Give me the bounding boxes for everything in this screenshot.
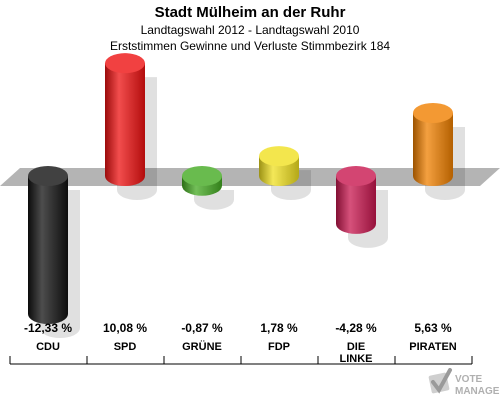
bar-4	[259, 146, 311, 200]
bar-cap	[336, 166, 376, 186]
bar-body	[28, 176, 68, 324]
category-label: LINKE	[340, 353, 373, 365]
category-label: SPD	[114, 341, 137, 353]
value-label: 10,08 %	[103, 321, 147, 335]
chart-subtitle-2: Erststimmen Gewinne und Verluste Stimmbe…	[109, 39, 391, 53]
bar-cap	[28, 166, 68, 186]
bar-cap	[105, 53, 145, 74]
bar-body	[105, 63, 145, 186]
value-label: -4,28 %	[335, 321, 377, 335]
watermark-line-1: VOTE	[455, 374, 483, 385]
value-label: -12,33 %	[24, 321, 72, 335]
bar-body	[336, 176, 376, 234]
bar-5	[336, 166, 388, 248]
category-label: FDP	[268, 341, 290, 353]
bar-body	[413, 112, 453, 186]
vote-manager-watermark: VOTE MANAGER	[428, 368, 500, 397]
bar-6	[413, 102, 465, 200]
value-label: 5,63 %	[414, 321, 452, 335]
check-ballot-icon	[428, 368, 452, 394]
value-label: -0,87 %	[181, 321, 223, 335]
bar-cap	[413, 102, 453, 123]
bar-cap	[259, 146, 299, 167]
category-label: GRÜNE	[182, 340, 222, 353]
value-label: 1,78 %	[260, 321, 298, 335]
bar-1	[28, 166, 80, 338]
category-label: DIE	[347, 341, 365, 353]
bar-3	[182, 166, 234, 210]
chart-subtitle: Landtagswahl 2012 - Landtagswahl 2010	[140, 23, 360, 37]
category-label: PIRATEN	[409, 341, 457, 353]
chart-title: Stadt Mülheim an der Ruhr	[154, 4, 346, 21]
bar-cap	[182, 166, 222, 186]
watermark-line-2: MANAGER	[455, 386, 500, 397]
bar-2	[105, 53, 157, 200]
category-label: CDU	[36, 341, 60, 353]
